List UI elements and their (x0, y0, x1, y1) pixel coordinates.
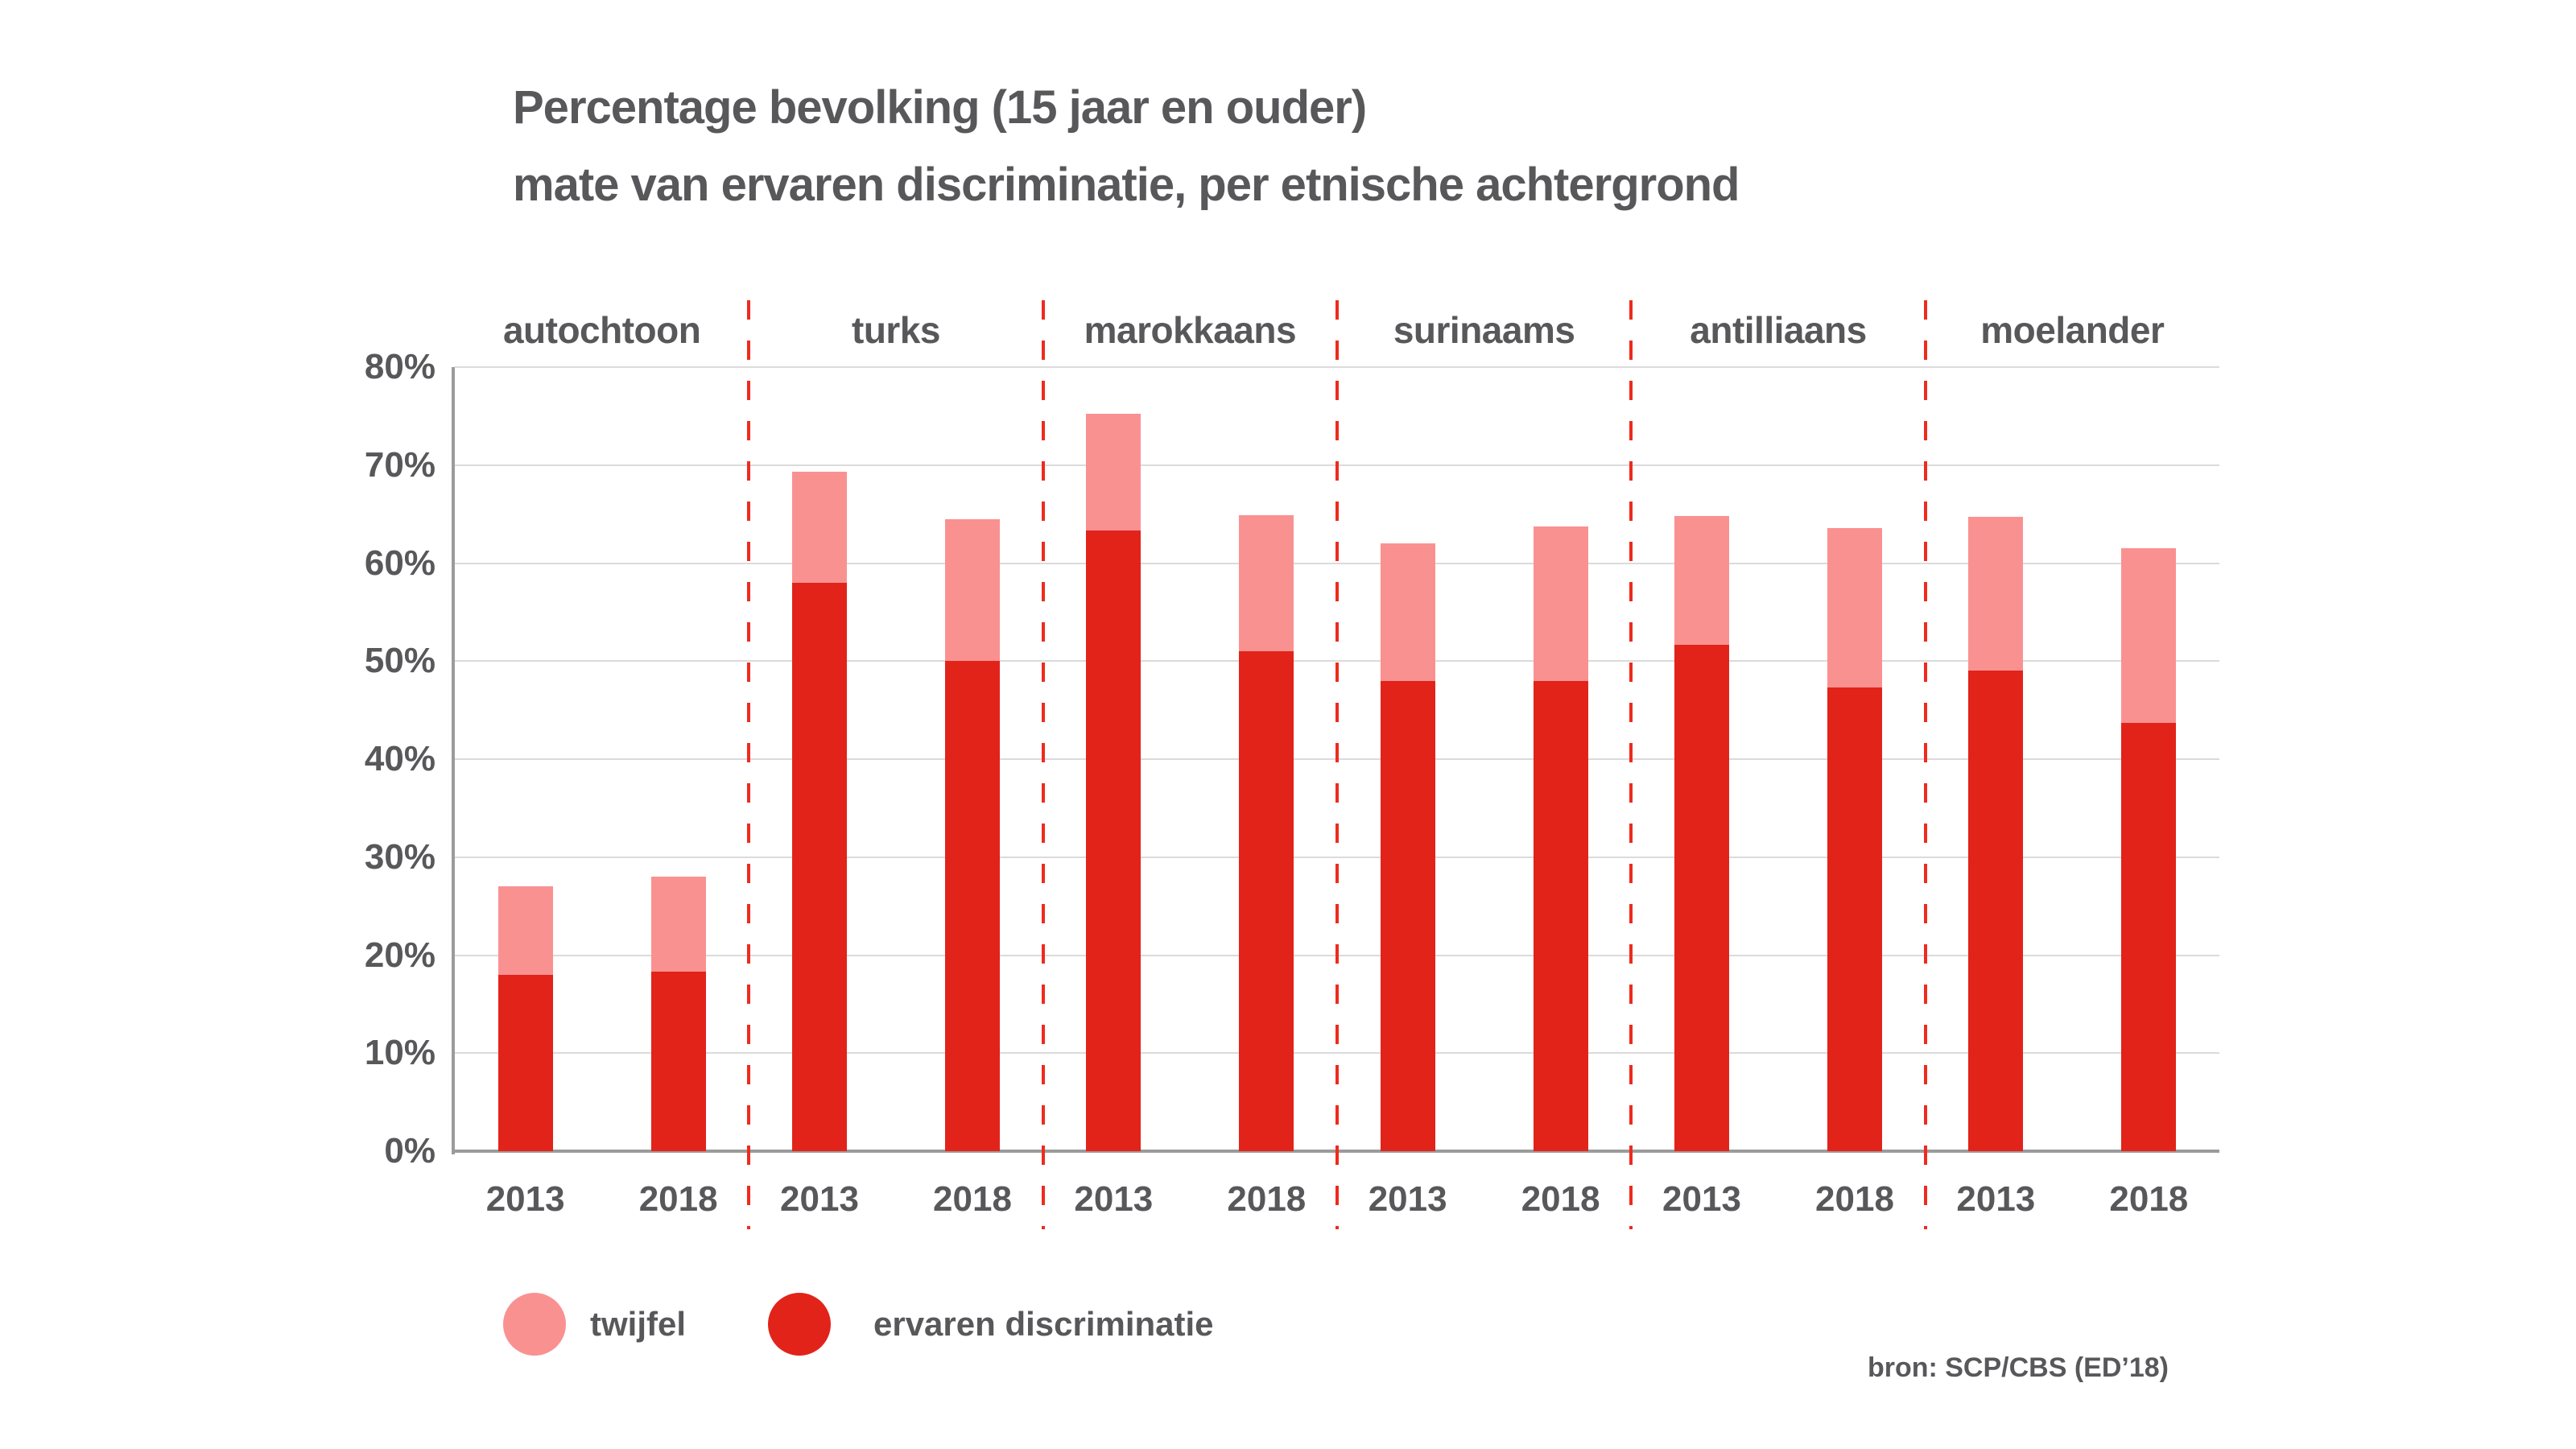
x-tick-label-moelander-2018: 2018 (2109, 1179, 2189, 1219)
bar-moelander-2013-ervaren-discriminatie (1968, 671, 2024, 1151)
x-tick-label-surinaams-2018: 2018 (1521, 1179, 1600, 1219)
x-tick-label-autochtoon-2018: 2018 (638, 1179, 718, 1219)
bar-moelander-2018-ervaren-discriminatie (2121, 722, 2177, 1151)
bar-turks-2013-twijfel (792, 472, 847, 583)
bar-surinaams-2018-ervaren-discriminatie (1533, 680, 1588, 1151)
group-header-surinaams: surinaams (1393, 309, 1575, 351)
bar-autochtoon-2018-twijfel (650, 877, 706, 972)
y-tick-label-70: 70% (364, 444, 436, 485)
group-header-turks: turks (852, 309, 940, 351)
bar-antilliaans-2018-twijfel (1827, 527, 1882, 688)
x-tick-label-surinaams-2013: 2013 (1368, 1179, 1447, 1219)
source-credit: bron: SCP/CBS (ED’18) (1867, 1352, 2169, 1383)
y-tick-label-80: 80% (364, 347, 436, 386)
bar-marokkaans-2018-twijfel (1239, 514, 1294, 652)
legend-swatch-twijfel (503, 1293, 566, 1356)
x-tick-label-antilliaans-2013: 2013 (1662, 1179, 1741, 1219)
y-tick-label-40: 40% (364, 739, 436, 778)
y-tick-label-0: 0% (384, 1131, 436, 1170)
x-tick-label-antilliaans-2018: 2018 (1815, 1179, 1894, 1219)
bar-antilliaans-2013-ervaren-discriminatie (1674, 644, 1729, 1151)
y-tick-label-10: 10% (364, 1033, 436, 1073)
bar-surinaams-2018-twijfel (1533, 526, 1588, 681)
group-header-marokkaans: marokkaans (1084, 309, 1297, 351)
x-tick-label-moelander-2013: 2013 (1956, 1179, 2036, 1219)
x-tick-label-marokkaans-2013: 2013 (1074, 1179, 1154, 1219)
y-tick-label-30: 30% (364, 836, 436, 877)
group-header-moelander: moelander (1980, 309, 2165, 351)
chart-title-line2: mate van ervaren discriminatie, per etni… (513, 159, 1740, 211)
group-separator (1041, 300, 1045, 1229)
group-separator (1335, 300, 1339, 1229)
group-separator (1629, 300, 1633, 1229)
x-tick-label-turks-2018: 2018 (933, 1179, 1012, 1219)
group-separator (747, 300, 751, 1229)
bar-moelander-2018-twijfel (2121, 548, 2177, 723)
bar-moelander-2013-twijfel (1968, 517, 2024, 671)
y-tick-label-20: 20% (364, 935, 436, 975)
bar-marokkaans-2013-twijfel (1086, 414, 1141, 531)
bar-surinaams-2013-ervaren-discriminatie (1380, 680, 1435, 1151)
bar-antilliaans-2018-ervaren-discriminatie (1827, 687, 1882, 1151)
bar-turks-2018-twijfel (945, 518, 1000, 662)
legend-label-twijfel: twijfel (590, 1305, 687, 1343)
legend-label-ervaren-discriminatie: ervaren discriminatie (873, 1305, 1214, 1343)
group-header-antilliaans: antilliaans (1690, 309, 1867, 351)
group-separator (1923, 300, 1927, 1229)
y-tick-label-50: 50% (364, 641, 436, 681)
x-tick-label-turks-2013: 2013 (780, 1179, 859, 1219)
bar-marokkaans-2018-ervaren-discriminatie (1239, 651, 1294, 1151)
bar-autochtoon-2013-twijfel (497, 886, 553, 975)
bar-autochtoon-2013-ervaren-discriminatie (497, 974, 553, 1151)
legend-swatch-ervaren-discriminatie (768, 1293, 831, 1356)
bar-marokkaans-2013-ervaren-discriminatie (1086, 530, 1141, 1151)
bar-turks-2018-ervaren-discriminatie (945, 661, 1000, 1151)
y-axis-line (452, 367, 455, 1154)
y-tick-label-60: 60% (364, 543, 436, 583)
chart-title-line1: Percentage bevolking (15 jaar en ouder) (513, 81, 1367, 134)
bar-turks-2013-ervaren-discriminatie (792, 582, 847, 1151)
group-header-autochtoon: autochtoon (502, 309, 701, 351)
bar-surinaams-2013-twijfel (1380, 543, 1435, 681)
bar-autochtoon-2018-ervaren-discriminatie (650, 972, 706, 1151)
bar-antilliaans-2013-twijfel (1674, 516, 1729, 645)
x-tick-label-marokkaans-2018: 2018 (1227, 1179, 1307, 1219)
x-tick-label-autochtoon-2013: 2013 (485, 1179, 565, 1219)
